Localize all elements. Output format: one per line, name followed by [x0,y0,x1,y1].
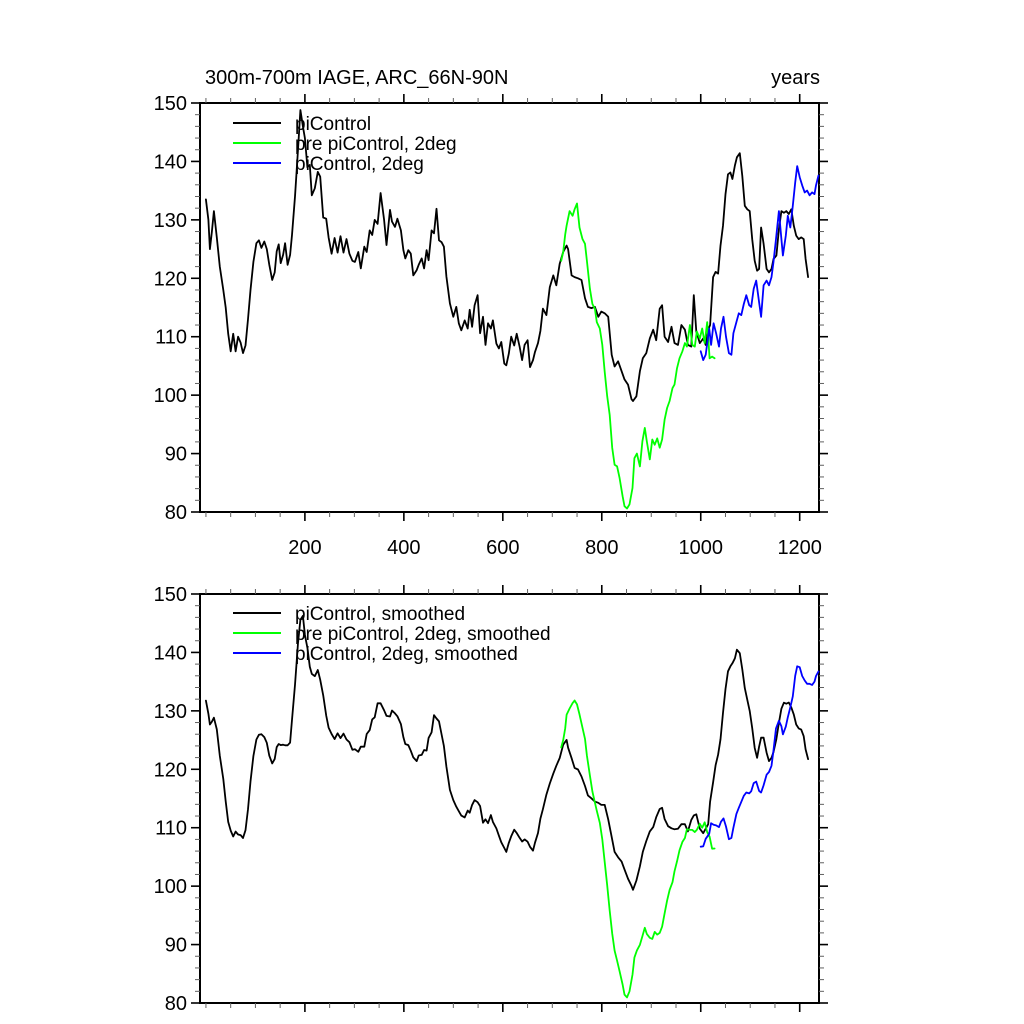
chart-title: 300m-700m IAGE, ARC_66N-90N [205,67,508,89]
x-tick-label: 1000 [678,537,723,559]
y-tick-label: 80 [165,502,187,524]
pre-picontrol-2deg-curve [560,202,716,510]
picontrol-smoothed-curve [204,614,809,891]
legend-label-picontrol-smoothed: piControl, smoothed [295,604,465,625]
y-tick-label: 150 [154,93,187,115]
y-tick-label: 130 [154,701,187,723]
legend-label-pre-picontrol-2deg-smoothed: pre piControl, 2deg, smoothed [295,624,551,645]
legend-label-picontrol-2deg: piControl, 2deg [295,154,424,175]
x-tick-label: 1200 [777,537,822,559]
x-tick-label: 200 [288,537,321,559]
y-tick-label: 140 [154,151,187,173]
top-plot-frame [199,102,820,513]
picontrol-curve [204,109,809,402]
y-tick-label: 110 [155,327,187,349]
y-tick-label: 100 [154,385,187,407]
y-tick-label: 90 [165,935,187,957]
panels-group: 200 400 600 800 1000 1200 80 90 100 110 120 130 140 1… [154,93,828,1015]
x-tick-label: 400 [387,537,420,559]
bottom-panel: 80 90 100 110 120 130 140 150 [154,584,828,1015]
y-tick-label: 140 [154,642,187,664]
picontrol-2deg-smoothed-curve [699,665,820,848]
x-axis-unit-label: years [771,67,820,89]
y-tick-label: 110 [155,818,187,840]
bottom-legend: piControl, smoothed pre piControl, 2deg,… [233,604,551,665]
pre-picontrol-2deg-smoothed-curve [560,699,716,999]
legend-label-pre-picontrol-2deg: pre piControl, 2deg [295,134,457,155]
top-legend: piControl pre piControl, 2deg piControl,… [233,114,457,175]
y-tick-label: 100 [154,876,187,898]
y-tick-label: 90 [165,444,187,466]
legend-label-picontrol: piControl [295,114,371,135]
y-tick-label: 120 [154,759,187,781]
y-tick-label: 130 [154,210,187,232]
x-tick-label: 800 [585,537,618,559]
y-tick-label: 120 [154,268,187,290]
bottom-plot-frame [199,593,820,1004]
x-tick-label: 600 [486,537,519,559]
y-tick-label: 80 [165,993,187,1015]
y-tick-label: 150 [154,584,187,606]
picontrol-2deg-curve [699,165,820,362]
top-panel: 200 400 600 800 1000 1200 80 90 100 110 120 130 140 1… [154,93,828,559]
legend-label-picontrol-2deg-smoothed: piControl, 2deg, smoothed [295,644,518,665]
